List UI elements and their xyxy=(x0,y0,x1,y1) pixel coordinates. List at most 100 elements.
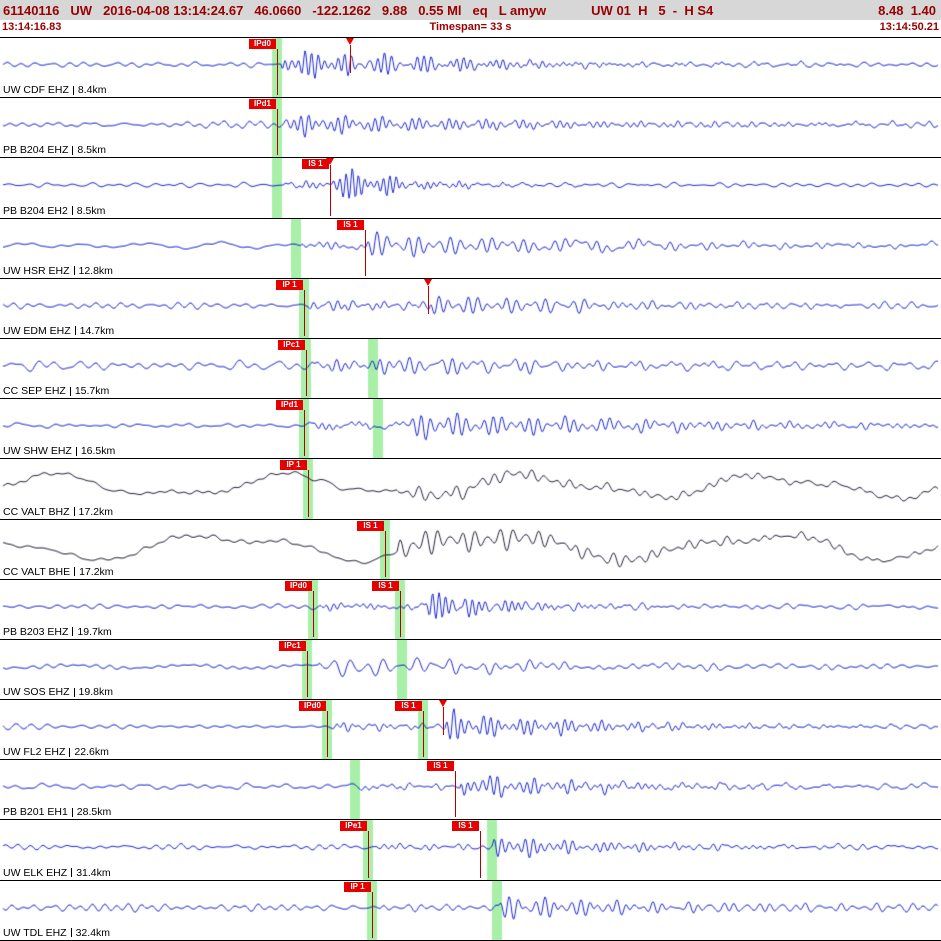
waveform-canvas[interactable] xyxy=(0,459,941,519)
pick-line xyxy=(400,590,401,637)
waveform-canvas[interactable] xyxy=(0,639,941,700)
station-distance: 28.5km xyxy=(76,806,112,819)
pick-triangle-icon[interactable] xyxy=(439,700,447,708)
pick-line xyxy=(313,590,314,637)
station-distance: 19.8km xyxy=(78,686,113,699)
pick-flag[interactable]: IS 1 xyxy=(337,219,364,230)
amplitude-tick-icon xyxy=(73,687,75,697)
trace-label-group: PB B204 EHZ 8.5km xyxy=(3,144,106,156)
pick-flag[interactable]: IPd0 xyxy=(285,580,312,591)
trace-label-group: PB B204 EH2 8.5km xyxy=(3,205,105,217)
amplitude-tick-icon xyxy=(69,747,71,757)
pick-flag[interactable]: IP 1 xyxy=(280,460,307,471)
pick-flag[interactable]: IPc1 xyxy=(278,339,305,350)
station-label: UW SOS EHZ xyxy=(3,686,70,699)
waveform-canvas[interactable] xyxy=(0,399,941,459)
waveform-canvas[interactable] xyxy=(0,700,941,760)
pick-flag[interactable]: IPd0 xyxy=(249,39,276,49)
pick-line xyxy=(423,711,424,758)
station-distance: 22.6km xyxy=(74,746,109,759)
waveform-canvas[interactable] xyxy=(0,278,941,338)
amplitude-tick-icon xyxy=(71,807,73,817)
trace-row[interactable]: PB B204 EH2 8.5km IS 1 xyxy=(0,158,941,219)
trace-row[interactable]: PB B204 EHZ 8.5km IPd1 xyxy=(0,98,941,159)
pick-flag[interactable]: IS 1 xyxy=(395,701,422,712)
pick-flag[interactable]: IPe1 xyxy=(340,821,367,832)
pick-flag[interactable]: IPd0 xyxy=(299,701,326,712)
waveform-canvas[interactable] xyxy=(0,760,941,820)
pick-flag[interactable]: IPd1 xyxy=(249,99,276,110)
amplitude-tick-icon xyxy=(72,145,74,155)
pick-line xyxy=(327,711,328,758)
trace-row[interactable]: UW FL2 EHZ 22.6km IPd0 IS 1 xyxy=(0,700,941,761)
epicenter-longitude: -122.1262 xyxy=(312,2,371,18)
trace-label-group: UW SOS EHZ 19.8km xyxy=(3,686,113,698)
trace-row[interactable]: UW ELK EHZ 31.4km IPe1 IS 1 xyxy=(0,820,941,881)
trace-row[interactable]: UW EDM EHZ 14.7km IP 1 xyxy=(0,278,941,339)
station-distance: 19.7km xyxy=(77,625,112,638)
waveform-canvas[interactable] xyxy=(0,38,941,98)
pick-flag[interactable]: IS 1 xyxy=(372,580,399,591)
trace-label-group: UW TDL EHZ 32.4km xyxy=(3,927,110,939)
event-header: 61140116 UW 2016-04-08 13:14:24.67 46.06… xyxy=(0,0,941,20)
station-label: UW FL2 EHZ xyxy=(3,746,66,759)
pick-flag[interactable]: IS 1 xyxy=(302,159,329,170)
trace-label-group: UW ELK EHZ 31.4km xyxy=(3,867,111,879)
waveform-canvas[interactable] xyxy=(0,158,941,218)
waveform-canvas[interactable] xyxy=(0,579,941,639)
waveform-canvas[interactable] xyxy=(0,880,941,940)
epicenter-latitude: 46.0660 xyxy=(254,2,302,18)
pick-triangle-icon[interactable] xyxy=(424,278,432,286)
pick-line xyxy=(277,109,278,156)
station-distance: 12.8km xyxy=(78,264,113,277)
event-type: eq xyxy=(472,2,488,18)
amplitude-tick-icon xyxy=(69,386,71,396)
pick-triangle-icon[interactable] xyxy=(326,158,334,166)
station-label: CC VALT BHE xyxy=(3,565,71,578)
trace-label-group: UW FL2 EHZ 22.6km xyxy=(3,746,109,758)
trace-row[interactable]: PB B201 EH1 28.5km IS 1 xyxy=(0,760,941,821)
trace-row[interactable]: CC VALT BHE 17.2km IS 1 xyxy=(0,519,941,580)
pick-flag[interactable]: IP 1 xyxy=(276,279,303,290)
trace-label-group: UW EDM EHZ 14.7km xyxy=(3,325,114,337)
pick-line xyxy=(455,771,456,818)
pick-flag[interactable]: IS 1 xyxy=(452,821,479,832)
pick-flag[interactable]: IPd1 xyxy=(276,400,303,411)
trace-row[interactable]: UW SOS EHZ 19.8km IPc1 xyxy=(0,639,941,701)
station-label: UW ELK EHZ xyxy=(3,866,68,879)
station-label: PB B201 EH1 xyxy=(3,806,68,819)
pick-line xyxy=(307,650,308,698)
window-end-time: 13:14:50.21 xyxy=(879,21,939,33)
trace-row[interactable]: UW CDF EHZ 8.4km IPd0 xyxy=(0,38,941,99)
pick-flag[interactable]: IS 1 xyxy=(357,520,384,531)
station-label: PB B204 EHZ xyxy=(3,144,69,157)
timespan-label: Timespan= 33 s xyxy=(429,21,512,33)
station-label: UW SHW EHZ xyxy=(3,445,72,458)
trace-row[interactable]: UW SHW EHZ 16.5km IPd1 xyxy=(0,399,941,460)
amplitude-tick-icon xyxy=(70,928,72,938)
waveform-canvas[interactable] xyxy=(0,519,941,579)
trace-label-group: PB B201 EH1 28.5km xyxy=(3,806,111,818)
waveform-canvas[interactable] xyxy=(0,218,941,278)
waveform-canvas[interactable] xyxy=(0,338,941,399)
amplitude-tick-icon xyxy=(73,266,75,276)
waveform-canvas[interactable] xyxy=(0,98,941,158)
pick-flag[interactable]: IPc1 xyxy=(279,640,306,651)
station-label: UW HSR EHZ xyxy=(3,264,70,277)
trace-label-group: UW SHW EHZ 16.5km xyxy=(3,445,115,457)
time-bar: 13:14:16.83 Timespan= 33 s 13:14:50.21 xyxy=(0,20,941,37)
pick-flag[interactable]: IS 1 xyxy=(427,761,454,772)
pick-line xyxy=(365,229,366,276)
trace-row[interactable]: CC VALT BHZ 17.2km IP 1 xyxy=(0,459,941,520)
pick-line xyxy=(385,530,386,577)
pick-triangle-line xyxy=(330,165,331,194)
trace-row[interactable]: UW TDL EHZ 32.4km IP 1 xyxy=(0,880,941,941)
station-label: CC VALT BHZ xyxy=(3,505,70,518)
trace-row[interactable]: CC SEP EHZ 15.7km IPc1 xyxy=(0,338,941,400)
pick-flag[interactable]: IP 1 xyxy=(344,881,371,892)
station-distance: 31.4km xyxy=(76,866,111,879)
pick-line xyxy=(372,891,373,938)
trace-row[interactable]: UW HSR EHZ 12.8km IS 1 xyxy=(0,218,941,279)
trace-row[interactable]: PB B203 EHZ 19.7km IPd0 IS 1 xyxy=(0,579,941,640)
pick-triangle-icon[interactable] xyxy=(346,38,354,45)
